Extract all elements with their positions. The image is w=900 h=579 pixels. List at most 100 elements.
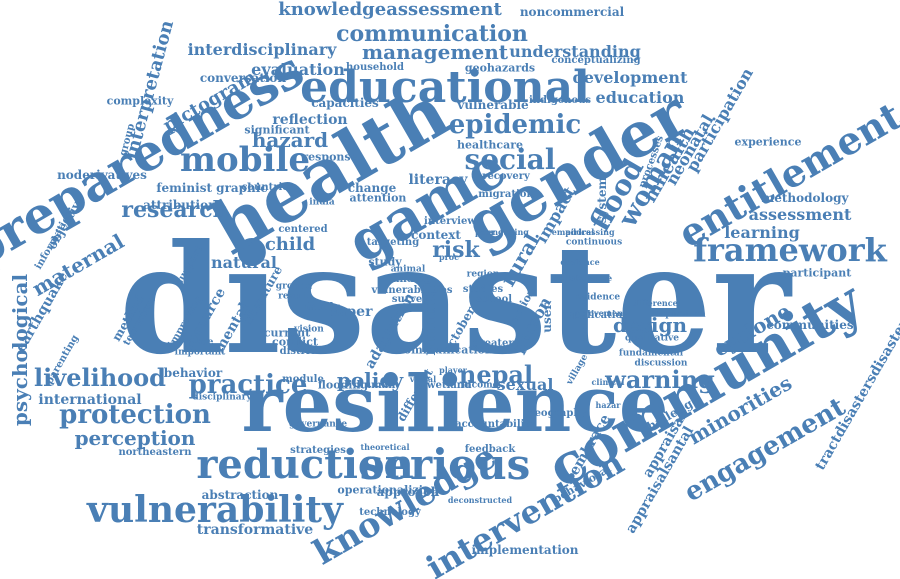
cloud-word: clinical xyxy=(591,377,625,387)
cloud-word: human xyxy=(356,380,396,391)
cloud-word: greater xyxy=(472,338,514,349)
cloud-word: result xyxy=(278,291,308,302)
cloud-word: risk xyxy=(432,237,480,263)
cloud-word: indigenous xyxy=(528,95,592,106)
cloud-word: communities xyxy=(766,318,854,332)
cloud-word: aspiration xyxy=(654,309,706,320)
cloud-word: livelihood xyxy=(34,363,166,392)
cloud-word: india xyxy=(309,197,335,208)
cloud-word: nepal xyxy=(458,360,534,389)
cloud-word: animal xyxy=(390,264,426,275)
cloud-word: migration xyxy=(478,189,534,200)
cloud-word: paper xyxy=(327,304,373,320)
cloud-word: region xyxy=(466,269,500,280)
cloud-word: practice xyxy=(188,370,308,400)
cloud-word: transformative xyxy=(196,522,314,538)
cloud-word: behavior xyxy=(163,366,223,380)
cloud-word: theoretical xyxy=(360,442,410,452)
cloud-word: framework xyxy=(693,231,887,269)
cloud-word: conversation xyxy=(199,71,287,85)
cloud-word: geography xyxy=(527,408,587,419)
cloud-word: income xyxy=(461,380,499,391)
cloud-word: deconstructed xyxy=(447,495,513,505)
cloud-word: system xyxy=(595,176,609,224)
cloud-word: sexual xyxy=(496,375,554,394)
cloud-word: user xyxy=(540,303,554,333)
cloud-word: deviance xyxy=(560,257,600,267)
cloud-word: survey xyxy=(391,294,429,305)
cloud-word: assessment xyxy=(748,205,852,224)
cloud-word: resilience xyxy=(241,359,669,450)
cloud-word: communication xyxy=(336,21,528,47)
cloud-word: centered xyxy=(278,224,328,235)
cloud-word: technology xyxy=(359,507,421,518)
cloud-word: study xyxy=(368,255,402,269)
cloud-word: feminist graphic xyxy=(156,181,268,195)
cloud-word: vision xyxy=(294,324,324,335)
cloud-word: discussion xyxy=(634,358,688,369)
cloud-word: child xyxy=(264,234,316,255)
cloud-word: family xyxy=(304,302,340,313)
cloud-word: change xyxy=(347,181,397,195)
cloud-word: interdisciplinary xyxy=(187,40,337,59)
cloud-word: abstraction xyxy=(201,488,279,502)
cloud-word: studies xyxy=(462,284,504,295)
cloud-word: qualitative xyxy=(624,333,680,344)
cloud-word: response xyxy=(302,150,358,164)
cloud-word: difference xyxy=(632,298,678,308)
cloud-word: application xyxy=(566,310,630,321)
cloud-word: research xyxy=(121,197,229,223)
cloud-word: disciplinary xyxy=(192,392,252,403)
cloud-word: learning xyxy=(724,223,800,242)
cloud-word: vulnerabilities xyxy=(371,285,453,296)
cloud-word: northeastern xyxy=(118,447,192,458)
cloud-word: important xyxy=(174,347,226,358)
cloud-word: educational xyxy=(300,62,590,113)
cloud-word: literacy xyxy=(408,172,468,188)
cloud-word: mobile xyxy=(180,140,310,180)
cloud-word: capacities xyxy=(311,96,379,110)
cloud-word: natural xyxy=(211,253,277,272)
cloud-word: international xyxy=(38,392,142,408)
cloud-word: proc xyxy=(438,252,460,262)
cloud-word: inclusion xyxy=(580,294,591,342)
cloud-word: implementation xyxy=(471,543,579,557)
cloud-word: design xyxy=(612,313,688,337)
cloud-word: healthcare xyxy=(457,138,523,152)
cloud-word: ground xyxy=(275,281,313,292)
cloud-word: education xyxy=(595,88,685,107)
cloud-word: recovery xyxy=(482,171,530,182)
cloud-word: flooding xyxy=(317,378,369,392)
cloud-word: epidemic xyxy=(448,110,582,140)
cloud-word: serious xyxy=(359,440,531,489)
cloud-word: development xyxy=(572,68,688,87)
cloud-word: visual xyxy=(409,374,437,384)
cloud-word: communication xyxy=(397,343,493,357)
cloud-word: module xyxy=(282,374,324,385)
cloud-word: feedback xyxy=(464,444,516,455)
cloud-word: household xyxy=(346,62,404,73)
cloud-word: hazard xyxy=(251,128,329,152)
cloud-word: finding xyxy=(392,274,432,285)
cloud-word: continuous xyxy=(565,237,623,248)
cloud-word: context xyxy=(411,228,461,242)
cloud-word: protection xyxy=(59,400,211,430)
cloud-word: player xyxy=(439,365,467,375)
cloud-word: governance xyxy=(288,419,348,430)
cloud-word: complexity xyxy=(106,94,174,108)
cloud-word: countrie xyxy=(241,182,289,193)
cloud-word: accountability xyxy=(455,419,535,430)
cloud-word: engaging xyxy=(487,227,529,237)
cloud-word: current xyxy=(263,326,311,340)
cloud-word: empirical xyxy=(551,227,595,237)
cloud-word: attribution xyxy=(143,198,217,212)
cloud-word: participant xyxy=(782,266,852,280)
cloud-word: significant xyxy=(244,123,310,137)
cloud-word: reflection xyxy=(272,112,348,128)
cloud-word: place xyxy=(186,337,214,348)
cloud-word: management xyxy=(362,40,508,64)
cloud-word: policy xyxy=(336,368,404,392)
cloud-word: fundamental xyxy=(618,348,684,359)
cloud-word: targeting xyxy=(366,237,420,248)
